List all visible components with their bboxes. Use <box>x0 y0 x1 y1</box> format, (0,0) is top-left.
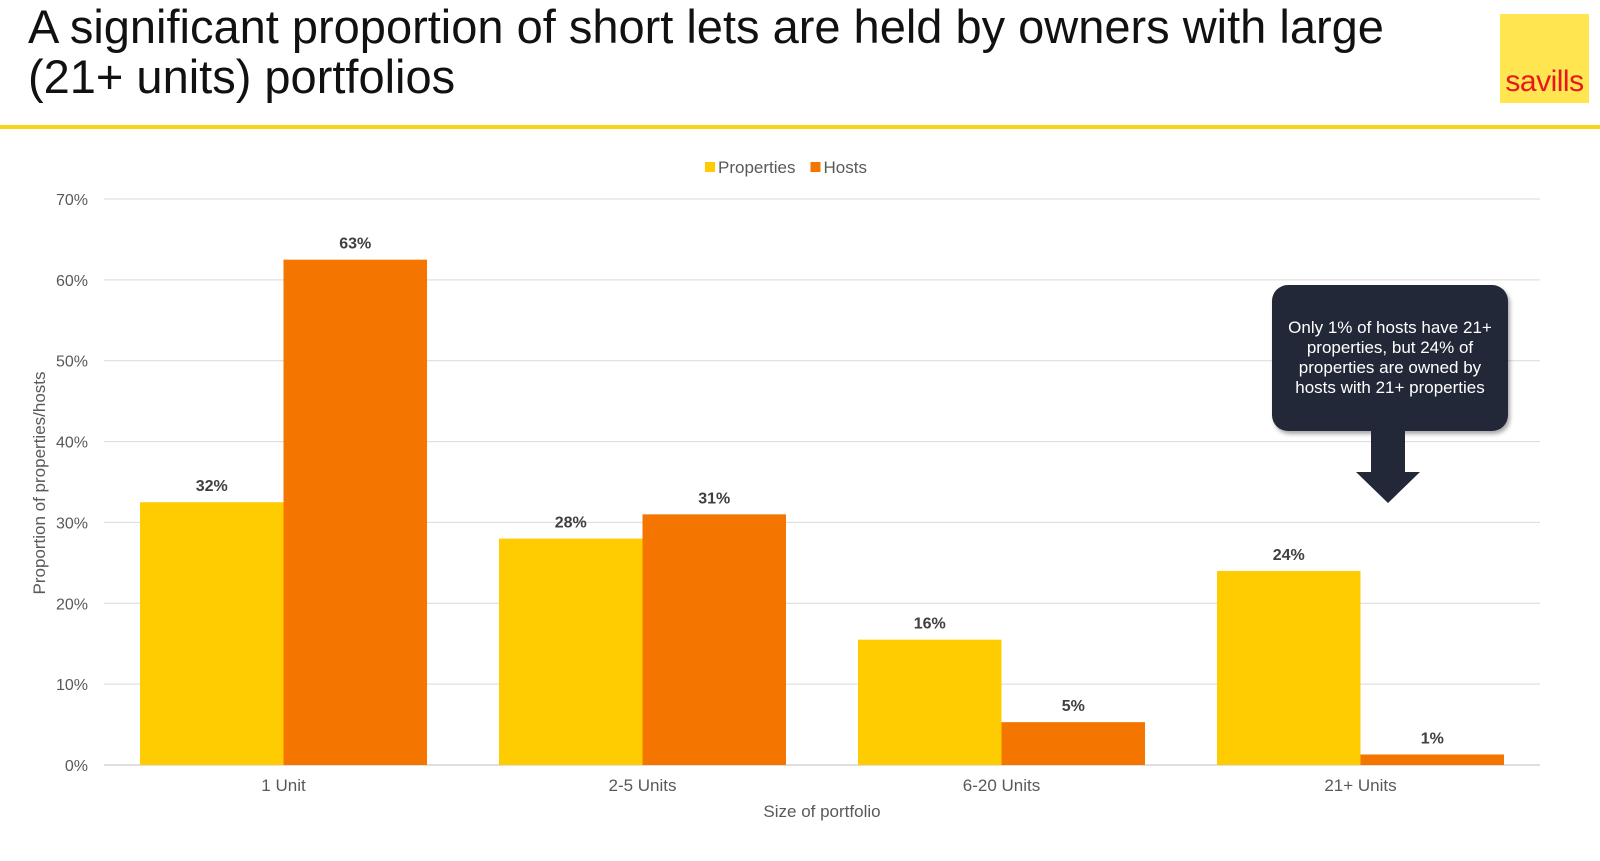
data-label: 5% <box>1062 698 1085 715</box>
legend-label: Hosts <box>823 158 866 177</box>
x-axis-title: Size of portfolio <box>763 802 880 821</box>
data-label: 63% <box>339 236 371 253</box>
slide-title: A significant proportion of short lets a… <box>28 0 1384 103</box>
logo-text: savills <box>1505 65 1584 98</box>
legend-swatch <box>705 162 715 172</box>
data-label: 16% <box>914 616 946 633</box>
callout-box: Only 1% of hosts have 21+ properties, bu… <box>1272 285 1508 431</box>
savills-logo: savills <box>1500 14 1589 103</box>
y-tick-label: 30% <box>56 515 88 532</box>
bar-properties <box>499 538 643 765</box>
data-label: 28% <box>555 515 587 532</box>
x-tick-label: 21+ Units <box>1324 776 1396 795</box>
y-tick-label: 50% <box>56 354 88 371</box>
callout-arrow-icon <box>1356 430 1420 503</box>
callout-text: Only 1% of hosts have 21+ properties, bu… <box>1288 318 1492 397</box>
data-label: 32% <box>196 478 228 495</box>
bar-hosts <box>1001 722 1145 765</box>
legend-swatch <box>810 162 821 172</box>
data-label: 24% <box>1273 547 1305 564</box>
bar-properties <box>858 639 1002 765</box>
y-tick-label: 0% <box>65 758 88 775</box>
legend-label: Properties <box>718 158 795 177</box>
y-tick-label: 70% <box>56 192 88 209</box>
bar-hosts <box>642 514 786 765</box>
y-axis-title: Proportion of properties/hosts <box>30 371 49 594</box>
x-tick-label: 6-20 Units <box>963 776 1040 795</box>
bar-hosts <box>1360 754 1504 765</box>
data-label: 31% <box>698 490 730 507</box>
bar-properties <box>140 502 284 765</box>
x-tick-label: 1 Unit <box>261 776 306 795</box>
y-tick-label: 20% <box>56 596 88 613</box>
bar-chart: 0% 10% 20% 30% 40% 50% 60% 70% 32% 63% 1 Unit 28% 31… <box>30 158 1540 821</box>
y-tick-label: 40% <box>56 435 88 452</box>
title-divider <box>0 125 1600 129</box>
y-tick-label: 60% <box>56 273 88 290</box>
y-tick-label: 10% <box>56 677 88 694</box>
bar-properties <box>1217 570 1361 765</box>
x-tick-label: 2-5 Units <box>608 776 676 795</box>
bar-hosts <box>283 259 427 765</box>
data-label: 1% <box>1421 730 1444 747</box>
